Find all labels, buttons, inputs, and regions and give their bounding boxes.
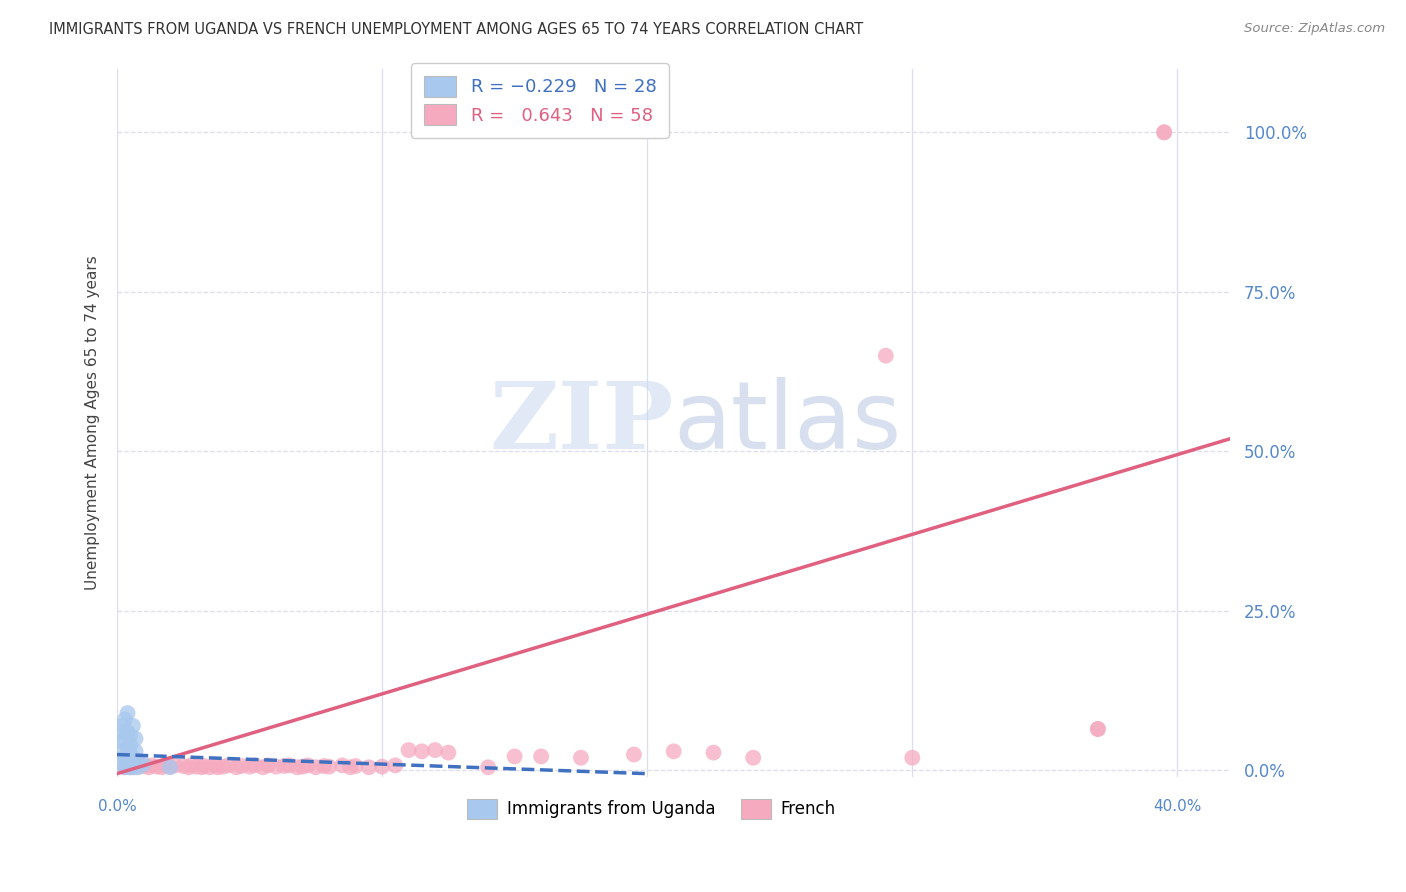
Point <box>264 759 287 773</box>
Point <box>297 758 319 772</box>
Legend: Immigrants from Uganda, French: Immigrants from Uganda, French <box>460 793 842 825</box>
Point <box>114 750 136 764</box>
Point <box>252 760 274 774</box>
Point <box>111 757 134 772</box>
Point <box>114 713 136 727</box>
Point <box>145 759 167 773</box>
Point <box>138 760 160 774</box>
Point <box>742 750 765 764</box>
Point <box>191 760 214 774</box>
Point <box>108 725 131 739</box>
Point <box>122 750 145 764</box>
Point <box>124 757 146 772</box>
Point <box>207 760 229 774</box>
Point <box>111 719 134 733</box>
Point <box>371 759 394 773</box>
Point <box>159 759 181 773</box>
Point <box>662 744 685 758</box>
Point <box>243 758 266 772</box>
Point <box>180 758 202 772</box>
Point <box>217 758 239 772</box>
Point <box>1087 722 1109 736</box>
Point <box>344 759 367 773</box>
Y-axis label: Unemployment Among Ages 65 to 74 years: Unemployment Among Ages 65 to 74 years <box>86 255 100 591</box>
Point <box>702 746 724 760</box>
Point <box>312 759 335 773</box>
Point <box>120 728 142 742</box>
Point <box>411 744 433 758</box>
Text: IMMIGRANTS FROM UGANDA VS FRENCH UNEMPLOYMENT AMONG AGES 65 TO 74 YEARS CORRELAT: IMMIGRANTS FROM UGANDA VS FRENCH UNEMPLO… <box>49 22 863 37</box>
Point <box>238 759 260 773</box>
Point <box>339 760 361 774</box>
Text: Source: ZipAtlas.com: Source: ZipAtlas.com <box>1244 22 1385 36</box>
Point <box>477 760 499 774</box>
Point <box>204 758 226 772</box>
Point <box>117 706 139 720</box>
Point <box>225 760 247 774</box>
Point <box>177 760 200 774</box>
Text: ZIP: ZIP <box>489 377 673 467</box>
Point <box>257 758 280 772</box>
Point <box>132 759 155 773</box>
Point <box>193 759 215 773</box>
Point <box>273 759 295 773</box>
Point <box>569 750 592 764</box>
Point <box>1087 722 1109 736</box>
Point <box>186 759 208 773</box>
Point <box>122 760 145 774</box>
Point <box>172 759 194 773</box>
Point <box>423 743 446 757</box>
Point <box>318 759 340 773</box>
Point <box>212 759 235 773</box>
Point <box>503 749 526 764</box>
Point <box>198 760 221 774</box>
Point <box>127 754 149 768</box>
Point <box>127 758 149 772</box>
Text: atlas: atlas <box>673 376 903 468</box>
Point <box>117 754 139 768</box>
Point <box>330 758 353 772</box>
Point <box>132 757 155 772</box>
Point <box>127 760 149 774</box>
Point <box>623 747 645 762</box>
Point <box>117 741 139 756</box>
Point <box>278 758 301 772</box>
Text: 40.0%: 40.0% <box>1153 799 1202 814</box>
Point <box>120 760 142 774</box>
Point <box>1153 125 1175 139</box>
Point <box>117 725 139 739</box>
Point <box>159 760 181 774</box>
Point <box>384 758 406 772</box>
Point <box>120 747 142 762</box>
Point <box>291 759 314 773</box>
Point <box>437 746 460 760</box>
Point <box>114 760 136 774</box>
Point <box>165 758 187 772</box>
Point <box>120 760 142 774</box>
Point <box>153 758 176 772</box>
Point <box>530 749 553 764</box>
Point <box>231 759 253 773</box>
Point <box>120 757 142 772</box>
Point <box>285 760 308 774</box>
Text: 0.0%: 0.0% <box>97 799 136 814</box>
Point <box>357 760 380 774</box>
Point <box>122 719 145 733</box>
Point <box>120 738 142 752</box>
Point <box>305 760 328 774</box>
Point <box>114 731 136 746</box>
Point <box>150 760 173 774</box>
Point <box>111 735 134 749</box>
Point <box>901 750 924 764</box>
Point <box>124 760 146 774</box>
Point <box>124 731 146 746</box>
Point <box>398 743 420 757</box>
Point <box>875 349 897 363</box>
Point <box>141 758 163 772</box>
Point <box>108 744 131 758</box>
Point <box>124 744 146 758</box>
Point <box>114 760 136 774</box>
Point <box>1153 125 1175 139</box>
